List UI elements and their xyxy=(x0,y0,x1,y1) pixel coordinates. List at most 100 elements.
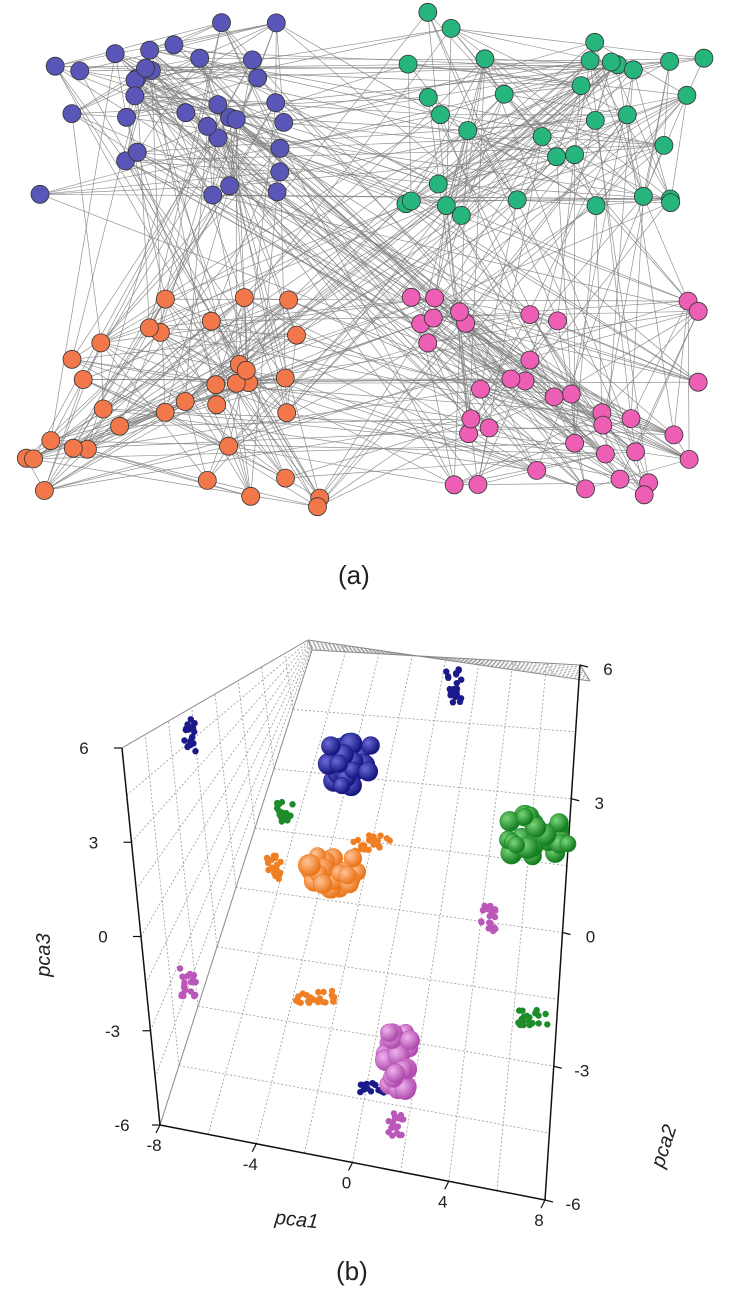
network-node xyxy=(164,35,184,55)
purple-projection-point xyxy=(479,907,487,914)
blue-projection-point xyxy=(453,691,460,698)
network-edge xyxy=(149,327,297,336)
network-edge xyxy=(87,384,216,450)
network-node xyxy=(441,18,461,38)
pca2-tick-mark xyxy=(562,931,571,936)
network-node xyxy=(565,433,584,453)
network-edge xyxy=(134,57,200,97)
network-edge xyxy=(630,300,689,419)
network-edge xyxy=(626,114,644,197)
green-projection-point xyxy=(276,811,283,818)
network-node xyxy=(425,288,445,308)
network-edge xyxy=(173,44,555,398)
network-edge xyxy=(529,314,645,495)
network-edge xyxy=(480,388,586,490)
network-edge xyxy=(440,60,591,116)
network-edge xyxy=(643,196,689,302)
network-node xyxy=(62,349,82,369)
pca2-tick-label: -6 xyxy=(565,1195,580,1214)
pca2-tick-mark xyxy=(571,798,580,802)
network-edge xyxy=(433,300,689,319)
network-node xyxy=(236,360,256,380)
network-edge xyxy=(467,69,634,131)
network-edge xyxy=(557,85,582,321)
network-node xyxy=(585,111,605,130)
network-edge xyxy=(239,299,289,365)
network-node xyxy=(436,196,456,216)
network-edge xyxy=(275,22,277,103)
network-edge xyxy=(71,78,137,114)
network-edge xyxy=(26,457,318,508)
network-node xyxy=(270,162,290,182)
network-edge xyxy=(216,64,618,405)
blue-projection-point xyxy=(182,726,189,734)
network-node xyxy=(634,485,654,505)
network-edge xyxy=(405,203,699,383)
network-node xyxy=(226,110,246,129)
network-edge xyxy=(465,323,645,496)
grid-line xyxy=(235,887,563,933)
network-edge xyxy=(114,53,127,118)
green-projection-point xyxy=(535,1012,542,1019)
network-edge xyxy=(54,65,126,162)
network-edge xyxy=(137,58,200,153)
network-edge xyxy=(470,320,558,420)
purple-projection-point xyxy=(486,912,493,920)
grid-line xyxy=(311,649,581,666)
network-edge xyxy=(427,342,490,429)
network-node xyxy=(527,460,547,480)
network-edge xyxy=(149,102,277,329)
network-edge xyxy=(87,58,486,450)
network-edge xyxy=(79,70,321,499)
network-edge xyxy=(465,323,538,471)
network-node xyxy=(571,76,591,95)
purple-projection-point xyxy=(491,913,499,921)
network-edge xyxy=(480,199,518,390)
network-node xyxy=(677,85,697,105)
orange-projection-point xyxy=(275,873,282,880)
purple-projection-point xyxy=(184,973,191,980)
network-diagram xyxy=(16,2,714,517)
purple-projection-point xyxy=(491,906,499,913)
network-edge xyxy=(319,114,628,499)
purple-cluster-point xyxy=(380,1023,399,1043)
network-edge xyxy=(445,130,469,206)
purple-projection-point xyxy=(486,919,493,926)
network-edge xyxy=(165,94,688,300)
green-cluster-point xyxy=(516,808,534,826)
network-node xyxy=(401,191,421,211)
blue-projection-point xyxy=(357,1081,365,1088)
network-edge xyxy=(149,22,222,51)
network-node xyxy=(401,287,421,307)
network-edge xyxy=(504,93,628,116)
pca2-tick-label: 3 xyxy=(595,794,604,813)
orange-cluster-point xyxy=(338,866,357,885)
grid-line xyxy=(145,646,311,984)
network-node xyxy=(197,116,217,136)
network-edge xyxy=(55,65,407,205)
pca3-tick-label: -3 xyxy=(105,1022,120,1041)
network-edge xyxy=(484,58,689,302)
network-edge xyxy=(102,320,212,410)
blue-projection-point xyxy=(445,674,452,681)
blue-projection-point xyxy=(192,748,199,755)
network-edge xyxy=(100,342,286,379)
network-edge xyxy=(465,314,530,324)
green-projection-point xyxy=(289,801,296,808)
grid-line xyxy=(255,653,380,1144)
grid-line xyxy=(121,639,309,749)
green-projection-point xyxy=(284,811,291,818)
pca-points xyxy=(176,666,577,1139)
orange-cluster-point xyxy=(299,854,321,876)
network-edge xyxy=(524,380,604,426)
network-node xyxy=(266,13,286,33)
network-edge xyxy=(480,388,690,460)
network-node xyxy=(136,58,155,78)
green-projection-point xyxy=(544,1021,551,1028)
green-cluster-point xyxy=(559,835,577,853)
purple-projection-point xyxy=(396,1131,403,1139)
network-edge xyxy=(438,183,671,200)
network-node xyxy=(451,205,471,225)
network-edge xyxy=(248,202,671,383)
grid-line xyxy=(311,648,582,668)
